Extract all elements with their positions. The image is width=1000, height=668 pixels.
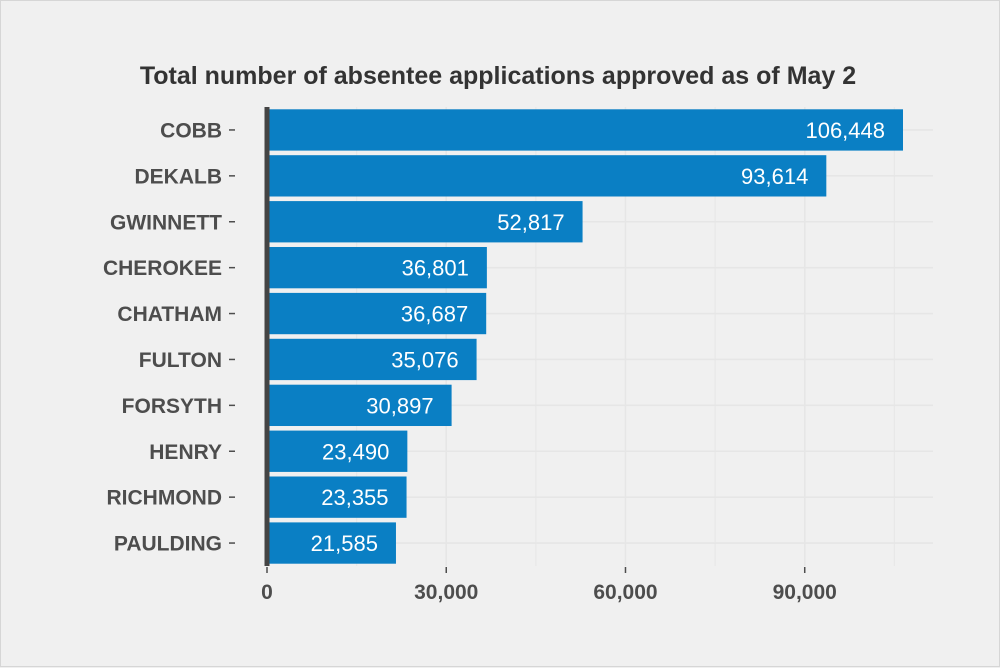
bar-layer: 106,448 93,614 52,817 36,801 36,687 35,076 30,…: [267, 109, 903, 564]
value-label: 35,076: [391, 347, 458, 372]
value-label: 106,448: [805, 118, 885, 143]
x-axis-ticks: 0 30,000 60,000 90,000: [261, 567, 837, 604]
value-label: 23,355: [321, 485, 388, 510]
bar-richmond: [267, 476, 407, 518]
value-label: 30,897: [366, 393, 433, 418]
value-label: 52,817: [497, 210, 564, 235]
category-label: CHATHAM: [117, 303, 222, 326]
category-label: RICHMOND: [107, 487, 223, 510]
x-tick-label: 60,000: [593, 581, 657, 604]
bar-cobb: [267, 109, 903, 151]
bar-paulding: [267, 522, 396, 564]
category-labels: COBB DEKALB GWINNETT CHEROKEE CHATHAM FULTON F…: [103, 119, 235, 556]
chart-title: Total number of absentee applications ap…: [140, 62, 856, 90]
bar-cherokee: [267, 246, 487, 289]
category-label: CHEROKEE: [103, 257, 222, 280]
category-label: FULTON: [139, 349, 222, 372]
bar-forsyth: [267, 384, 452, 427]
x-tick-label: 30,000: [414, 581, 478, 604]
x-tick-label: 0: [261, 581, 273, 604]
value-label: 36,801: [402, 256, 469, 281]
bar-gwinnett: [267, 201, 583, 243]
category-label: HENRY: [149, 441, 222, 464]
value-label: 36,687: [401, 302, 468, 327]
category-label: COBB: [160, 119, 222, 142]
bar-chatham: [267, 292, 487, 335]
value-label: 23,490: [322, 439, 389, 464]
category-label: GWINNETT: [110, 211, 222, 234]
bar-dekalb: [267, 155, 827, 197]
value-label: 93,614: [741, 164, 808, 189]
x-tick-label: 90,000: [773, 581, 837, 604]
category-label: FORSYTH: [122, 395, 222, 418]
bar-henry: [267, 430, 408, 472]
category-label: DEKALB: [135, 165, 223, 188]
category-label: PAULDING: [114, 533, 222, 556]
bar-fulton: [267, 338, 477, 381]
value-label: 21,585: [311, 531, 378, 556]
